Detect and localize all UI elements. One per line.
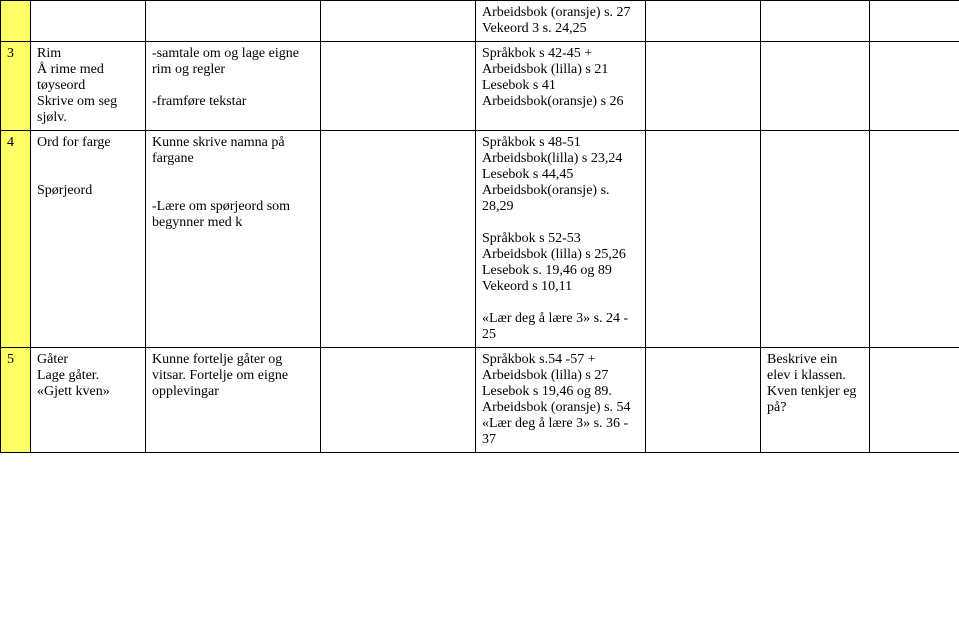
cell-resources: Språkbok s 42-45 + Arbeidsbok (lilla) s …: [476, 42, 646, 131]
cell-topic: Rim Å rime med tøyseord Skrive om seg sj…: [31, 42, 146, 131]
table-row: 4 Ord for farge Spørjeord Kunne skrive n…: [1, 131, 959, 348]
cell-goal: [146, 1, 321, 42]
cell-resources: Språkbok s.54 -57 + Arbeidsbok (lilla) s…: [476, 348, 646, 453]
cell-goal: Kunne skrive namna på fargane -Lære om s…: [146, 131, 321, 348]
cell-c3: [321, 348, 476, 453]
table-row: 3 Rim Å rime med tøyseord Skrive om seg …: [1, 42, 959, 131]
cell-c7: [870, 42, 959, 131]
table-row: Arbeidsbok (oransje) s. 27 Vekeord 3 s. …: [1, 1, 959, 42]
cell-c6: [761, 131, 870, 348]
cell-goal: Kunne fortelje gåter og vitsar. Fortelje…: [146, 348, 321, 453]
week-num: 5: [1, 348, 31, 453]
cell-c6: [761, 42, 870, 131]
cell-c3: [321, 42, 476, 131]
cell-c6: [761, 1, 870, 42]
cell-c5: [646, 348, 761, 453]
cell-topic: Ord for farge Spørjeord: [31, 131, 146, 348]
cell-c5: [646, 42, 761, 131]
week-num: 3: [1, 42, 31, 131]
week-num: [1, 1, 31, 42]
cell-resources: Arbeidsbok (oransje) s. 27 Vekeord 3 s. …: [476, 1, 646, 42]
cell-c7: [870, 1, 959, 42]
cell-topic: Gåter Lage gåter. «Gjett kven»: [31, 348, 146, 453]
cell-c5: [646, 131, 761, 348]
week-num: 4: [1, 131, 31, 348]
cell-topic: [31, 1, 146, 42]
table-row: 5 Gåter Lage gåter. «Gjett kven» Kunne f…: [1, 348, 959, 453]
cell-c7: [870, 348, 959, 453]
plan-table: Arbeidsbok (oransje) s. 27 Vekeord 3 s. …: [0, 0, 959, 453]
cell-c5: [646, 1, 761, 42]
cell-resources: Språkbok s 48-51 Arbeidsbok(lilla) s 23,…: [476, 131, 646, 348]
cell-c6: Beskrive ein elev i klassen. Kven tenkje…: [761, 348, 870, 453]
cell-c3: [321, 131, 476, 348]
cell-goal: -samtale om og lage eigne rim og regler …: [146, 42, 321, 131]
cell-c3: [321, 1, 476, 42]
cell-c7: [870, 131, 959, 348]
